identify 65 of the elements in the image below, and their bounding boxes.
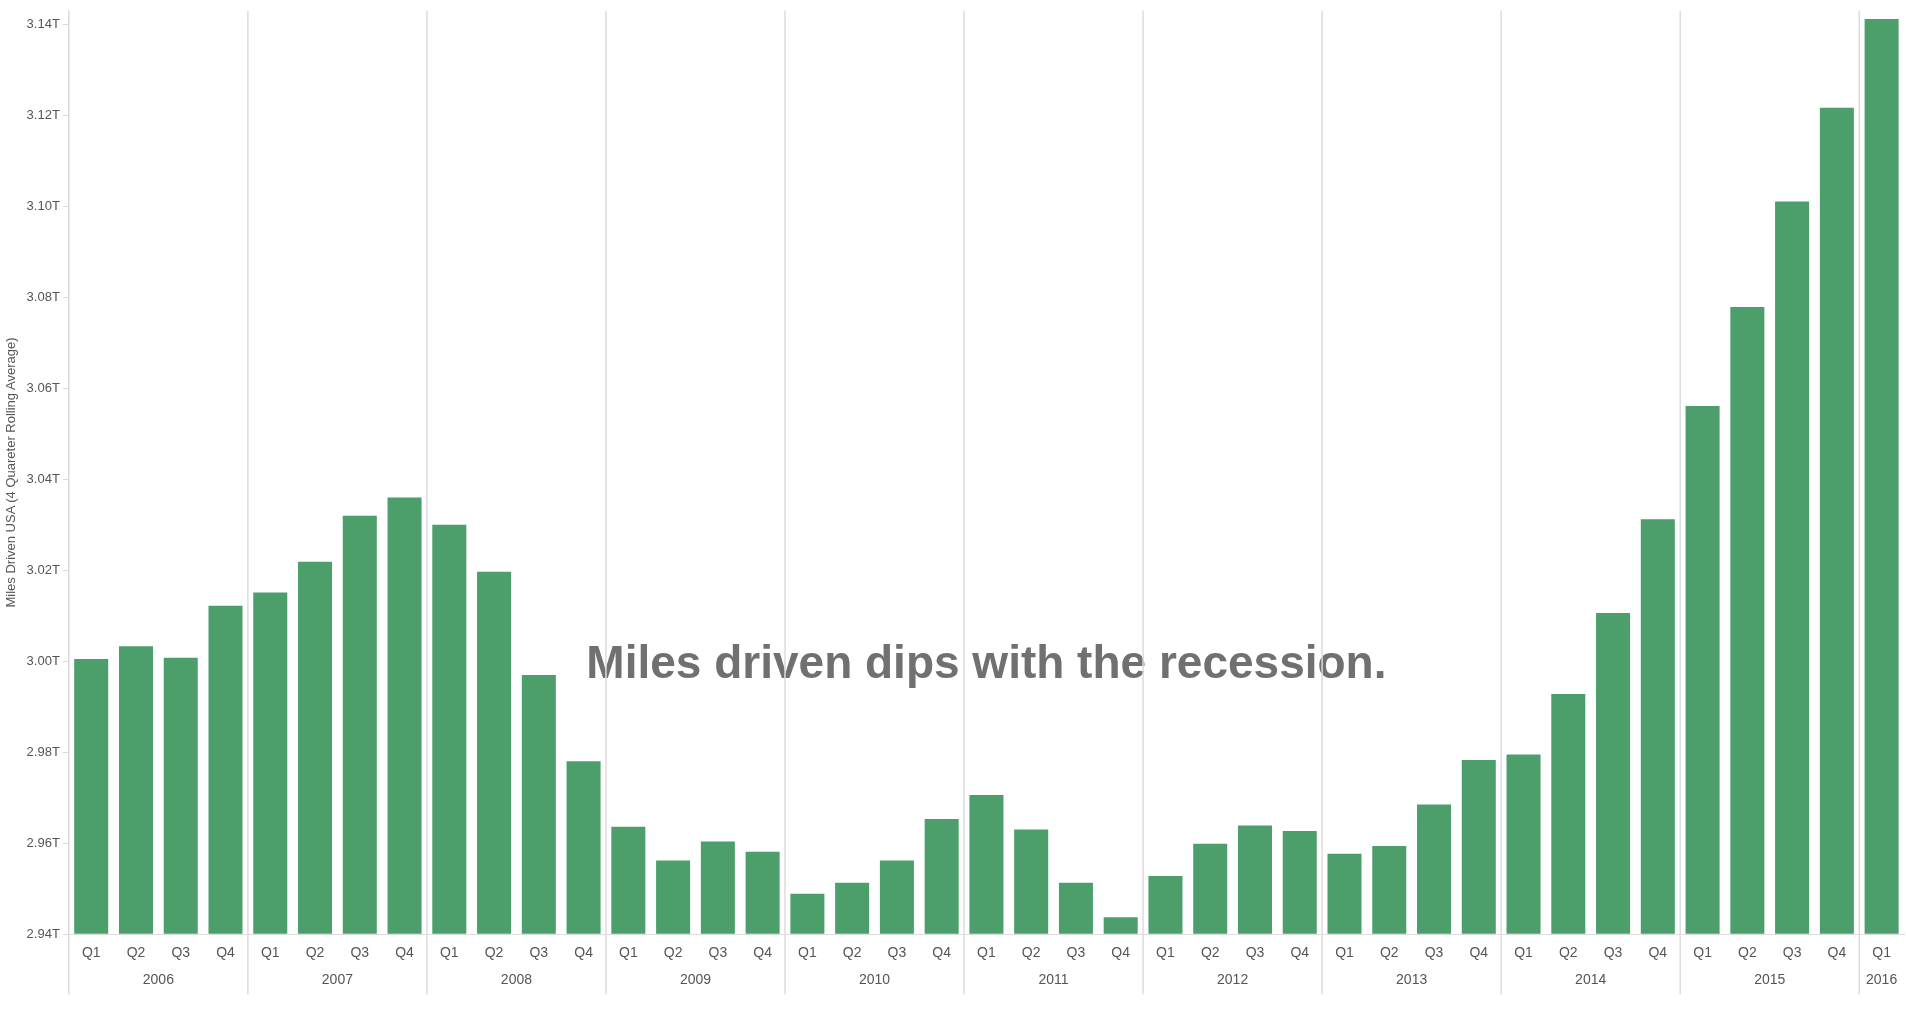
x-tick-label: Q4	[1827, 944, 1847, 961]
x-tick-label: Q2	[842, 944, 862, 961]
text: 2011	[1038, 971, 1069, 988]
annotation: Miles driven dips with the recession.	[586, 635, 1387, 688]
x-tick-label: Q2	[1021, 944, 1041, 961]
x-tick-label: Q2	[305, 944, 325, 961]
x-tick-label: Q2	[126, 944, 146, 961]
x-tick-label: Q1	[81, 944, 101, 961]
x-tick-label: Q2	[1200, 944, 1220, 961]
y-tick-label: 3.06T	[26, 379, 60, 395]
x-tick-label: Q3	[529, 944, 549, 961]
text: 2012	[1217, 971, 1249, 988]
x-tick-label: Q3	[171, 944, 191, 961]
text: 2014	[1575, 971, 1607, 988]
x-tick-label: Q1	[798, 944, 817, 961]
y-tick-label: 3.12T	[26, 107, 60, 122]
x-tick-label: Q3	[1782, 944, 1802, 961]
x-tick-label: Q4	[1290, 944, 1310, 961]
y-tick-label: 3.08T	[26, 288, 60, 304]
text: 2013	[1396, 971, 1428, 988]
x-tick-label: Q2	[1558, 944, 1578, 961]
y-tick-label: 3.14T	[26, 16, 60, 32]
text: 2008	[500, 971, 533, 988]
x-tick-label: Q3	[1245, 944, 1265, 961]
x-tick-label: Q1	[1335, 944, 1355, 961]
text: 2010	[858, 971, 891, 988]
y-tick-label: 3.04T	[26, 470, 60, 486]
text: 2006	[142, 971, 175, 988]
y-tick-label: 3.02T	[26, 561, 60, 577]
x-tick-label: Q1	[260, 944, 280, 961]
x-tick-label: Q1	[977, 944, 996, 961]
text: 2015	[1754, 971, 1786, 988]
y-tick-label: 3.00T	[26, 652, 60, 668]
x-tick-label: Q1	[1693, 944, 1713, 961]
x-tick-label: Q1	[1156, 944, 1176, 961]
x-tick-label: Q2	[663, 944, 683, 961]
x-tick-label: Q3	[887, 944, 907, 961]
text: 2009	[679, 971, 712, 988]
x-tick-label: Q2	[1379, 944, 1399, 961]
x-tick-label: Q4	[395, 944, 415, 961]
x-tick-label: Q1	[1514, 944, 1534, 961]
x-tick-label: Q4	[1111, 944, 1131, 961]
x-tick-label: Q4	[753, 944, 773, 961]
x-tick-label: Q2	[484, 944, 504, 961]
y-tick-label: 2.94T	[26, 925, 60, 941]
x-tick-label: Q4	[216, 944, 236, 961]
x-tick-label: Q1	[439, 944, 459, 961]
y-tick-label: 3.10T	[26, 197, 60, 213]
y-tick-label: 2.98T	[26, 743, 60, 759]
x-tick-label: Q3	[1424, 944, 1444, 961]
y-axis-title: Miles Driven USA (4 Quareter Rolling Average)	[3, 337, 19, 608]
x-tick-label: Q2	[1738, 944, 1757, 961]
x-tick-label: Q1	[1872, 944, 1892, 961]
x-tick-label: Q3	[350, 944, 370, 961]
x-tick-label: Q3	[1066, 944, 1086, 961]
text: 2007	[321, 971, 354, 988]
x-tick-label: Q4	[932, 944, 952, 961]
text: 2016	[1866, 971, 1898, 988]
x-tick-label: Q4	[1648, 944, 1668, 961]
x-tick-label: Q3	[708, 944, 728, 961]
x-tick-label: Q4	[1469, 944, 1489, 961]
y-tick-label: 2.96T	[26, 834, 60, 850]
x-tick-label: Q3	[1603, 944, 1623, 961]
x-tick-label: Q4	[574, 944, 594, 961]
x-tick-label: Q1	[619, 944, 638, 961]
